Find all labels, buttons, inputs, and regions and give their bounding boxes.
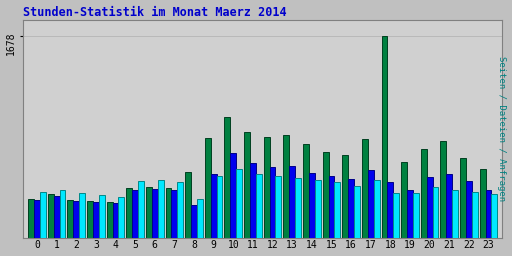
Bar [250, 163, 256, 238]
Bar [368, 170, 374, 238]
Bar [244, 132, 250, 238]
Bar [329, 176, 334, 238]
Bar [303, 144, 309, 238]
Bar [132, 190, 138, 238]
Bar [217, 176, 223, 238]
Bar [48, 194, 54, 238]
Bar [224, 118, 230, 238]
Bar [460, 158, 466, 238]
Bar [407, 189, 413, 238]
Bar [315, 180, 321, 238]
Bar [68, 200, 73, 238]
Bar [106, 202, 113, 238]
Bar [323, 152, 329, 238]
Bar [401, 162, 407, 238]
Bar [388, 182, 393, 238]
Bar [452, 189, 458, 238]
Bar [283, 135, 289, 238]
Bar [472, 192, 478, 238]
Bar [446, 174, 452, 238]
Bar [381, 36, 388, 238]
Bar [230, 154, 236, 238]
Bar [177, 182, 183, 238]
Bar [289, 166, 295, 238]
Bar [197, 199, 203, 238]
Bar [256, 174, 262, 238]
Bar [374, 180, 379, 238]
Bar [113, 203, 118, 238]
Bar [146, 187, 152, 238]
Bar [99, 195, 104, 238]
Bar [270, 167, 275, 238]
Bar [138, 181, 144, 238]
Bar [480, 169, 485, 238]
Bar [165, 188, 172, 238]
Bar [54, 196, 59, 238]
Bar [73, 201, 79, 238]
Bar [158, 180, 163, 238]
Bar [93, 202, 99, 238]
Bar [59, 190, 66, 238]
Bar [264, 137, 270, 238]
Bar [295, 177, 301, 238]
Bar [40, 192, 46, 238]
Bar [185, 172, 191, 238]
Bar [393, 193, 399, 238]
Bar [79, 193, 85, 238]
Bar [152, 189, 158, 238]
Y-axis label: Seiten / Dateien / Anfragen: Seiten / Dateien / Anfragen [498, 56, 506, 201]
Bar [362, 139, 368, 238]
Bar [28, 199, 34, 238]
Text: Stunden-Statistik im Monat Maerz 2014: Stunden-Statistik im Monat Maerz 2014 [23, 6, 287, 18]
Bar [413, 193, 419, 238]
Bar [440, 142, 446, 238]
Bar [172, 190, 177, 238]
Bar [342, 155, 348, 238]
Bar [87, 201, 93, 238]
Bar [466, 181, 472, 238]
Bar [118, 197, 124, 238]
Bar [426, 177, 433, 238]
Bar [191, 205, 197, 238]
Bar [275, 176, 282, 238]
Bar [433, 187, 438, 238]
Bar [485, 189, 492, 238]
Bar [126, 188, 132, 238]
Bar [211, 174, 217, 238]
Bar [205, 138, 211, 238]
Bar [236, 169, 242, 238]
Bar [334, 182, 340, 238]
Bar [309, 173, 315, 238]
Bar [421, 149, 426, 238]
Bar [348, 179, 354, 238]
Bar [34, 200, 40, 238]
Bar [492, 194, 497, 238]
Bar [354, 186, 360, 238]
